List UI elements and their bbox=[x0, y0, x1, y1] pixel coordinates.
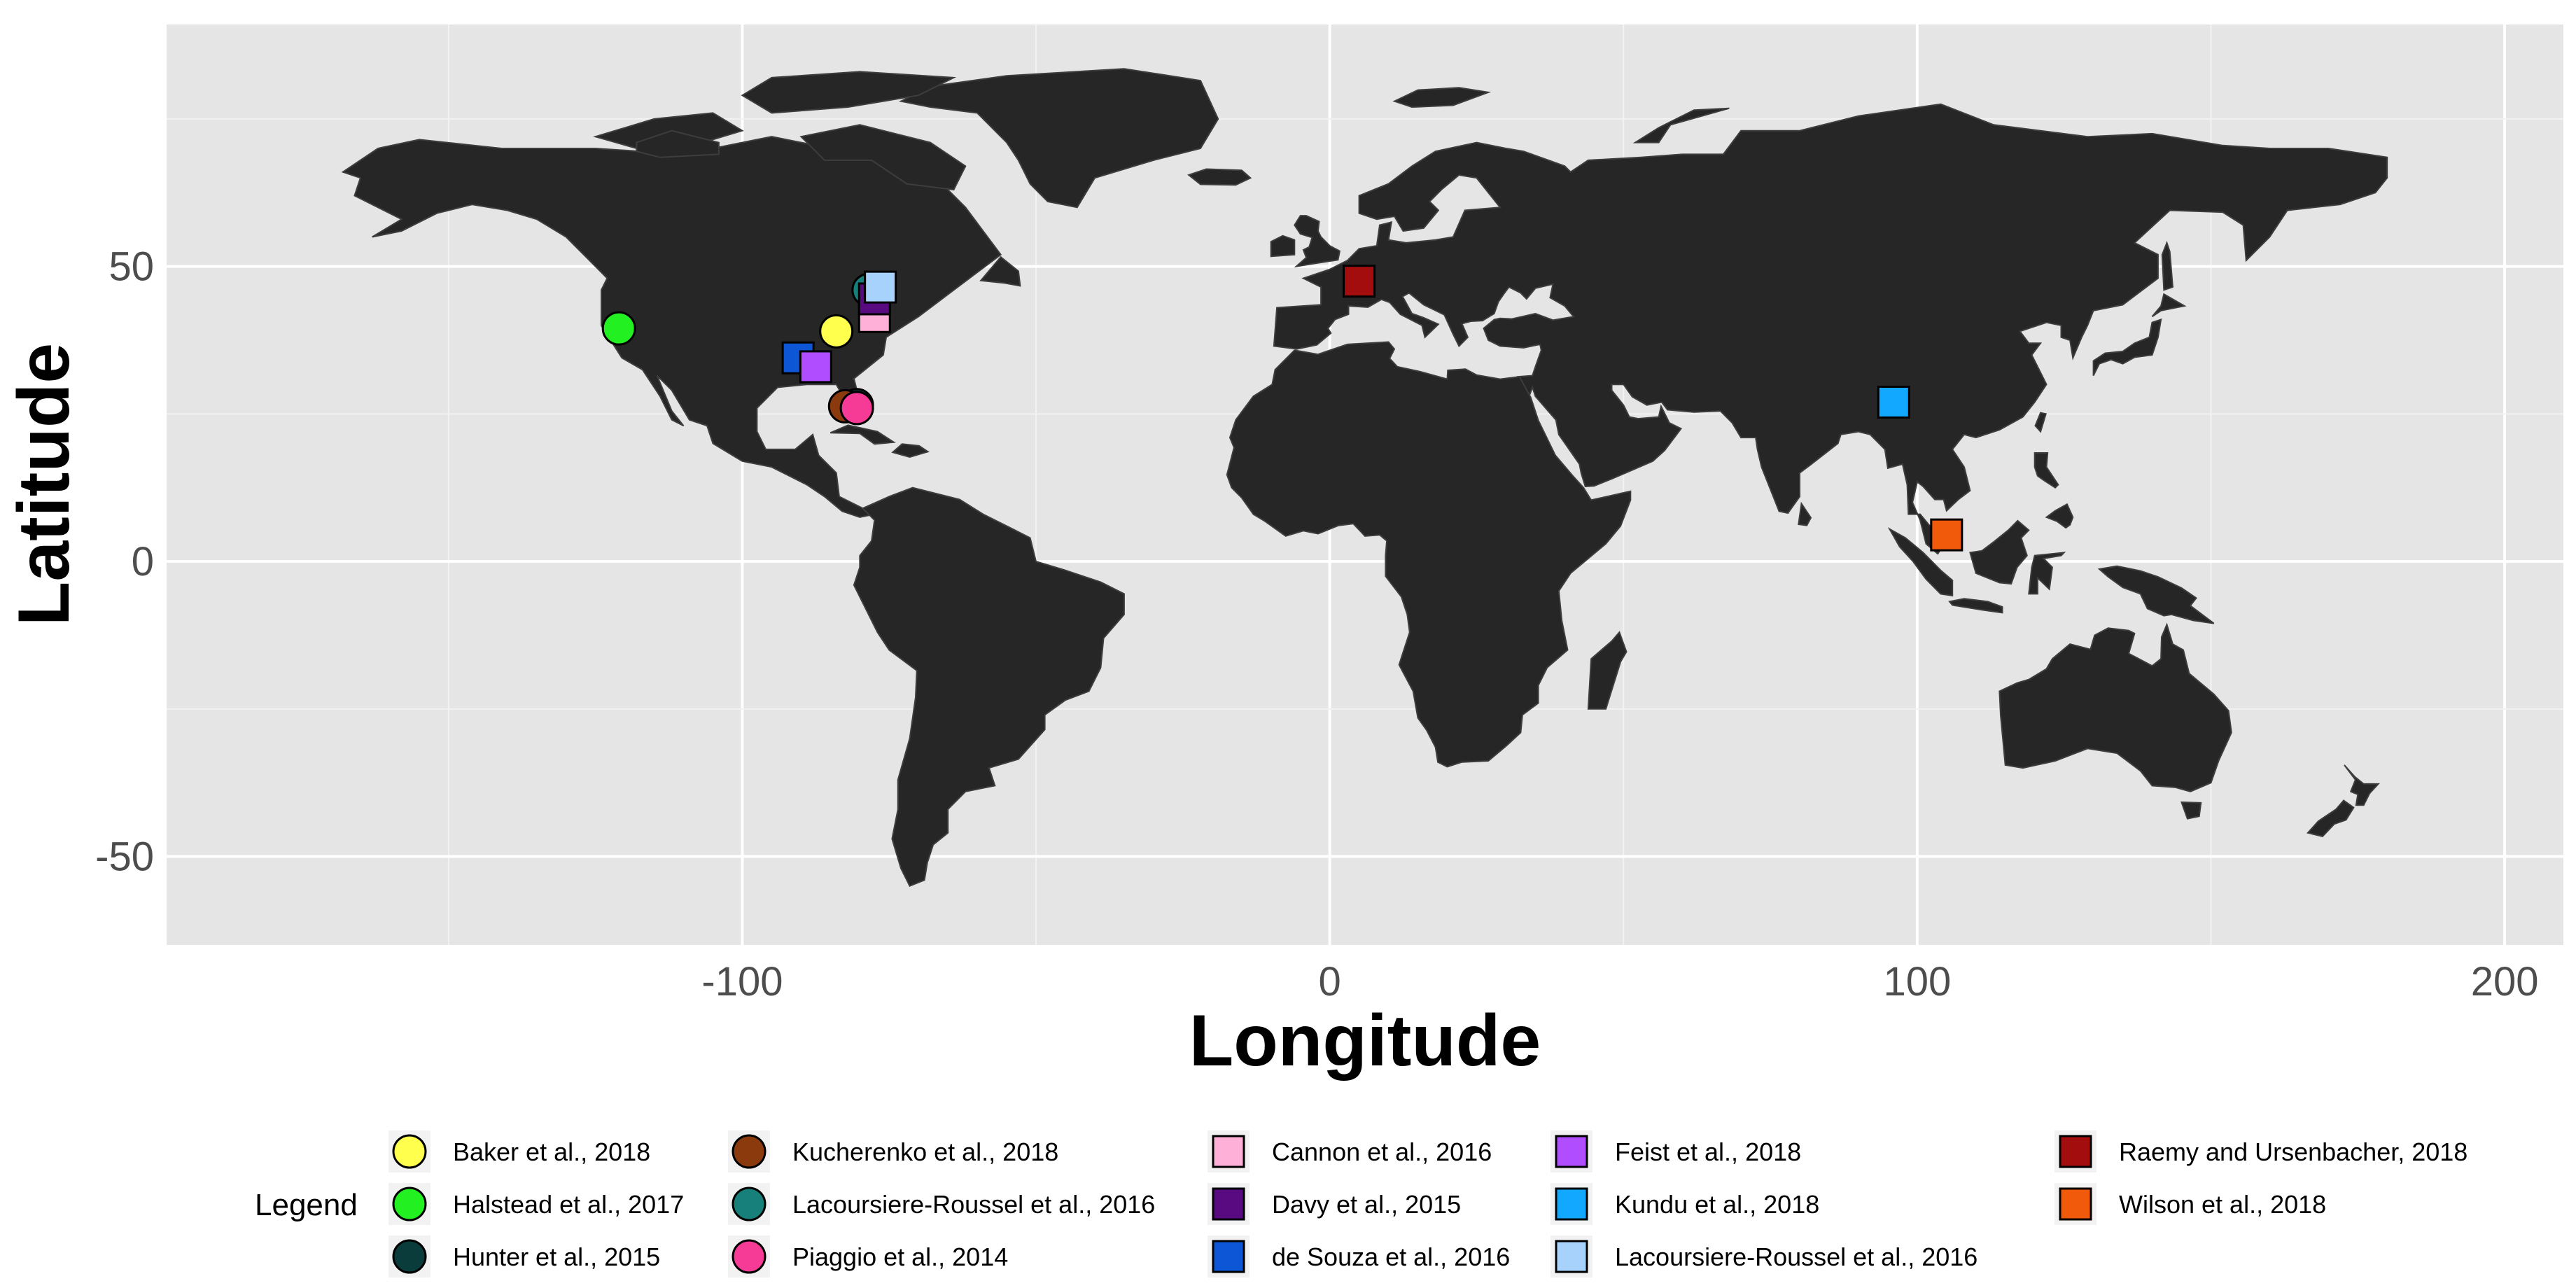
y-tick-label: 50 bbox=[108, 244, 154, 290]
y-tick-label: 0 bbox=[132, 539, 154, 584]
land-victoria-island bbox=[636, 130, 720, 158]
legend-label: Raemy and Ursenbacher, 2018 bbox=[2119, 1138, 2468, 1166]
study-point bbox=[799, 350, 832, 384]
y-axis-title: Latitude bbox=[4, 343, 85, 626]
land-taiwan bbox=[2034, 412, 2047, 433]
study-point bbox=[839, 391, 874, 426]
land-philippines-luzon bbox=[2033, 452, 2059, 489]
study-markers bbox=[601, 265, 1963, 552]
legend-key bbox=[1212, 1135, 1245, 1168]
land-sumatra bbox=[1887, 527, 1954, 597]
legend-key bbox=[1555, 1240, 1588, 1273]
study-point bbox=[819, 314, 854, 349]
legend: Legend Baker et al., 2018 Halstead et al.… bbox=[255, 1130, 2468, 1278]
land-south-america bbox=[853, 486, 1125, 887]
world-landmasses bbox=[341, 68, 2388, 887]
land-great-britain bbox=[1294, 215, 1341, 268]
land-australia bbox=[1998, 622, 2232, 792]
legend-title: Legend bbox=[255, 1188, 358, 1222]
legend-label: Halstead et al., 2017 bbox=[453, 1190, 684, 1219]
land-sakhalin bbox=[2161, 240, 2174, 291]
land-novaya-zemlya bbox=[1632, 107, 1730, 144]
legend-key bbox=[392, 1134, 427, 1169]
y-tick-label: -50 bbox=[95, 834, 154, 880]
land-ellesmere bbox=[741, 71, 957, 114]
land-borneo bbox=[1969, 519, 2030, 585]
legend-label: Hunter et al., 2015 bbox=[453, 1242, 660, 1271]
legend-label: Piaggio et al., 2014 bbox=[792, 1242, 1008, 1271]
land-cuba bbox=[830, 424, 896, 445]
legend-key bbox=[1212, 1187, 1245, 1221]
legend-key bbox=[732, 1186, 766, 1222]
land-philippines-mindanao bbox=[2045, 503, 2074, 529]
land-hokkaido bbox=[2151, 293, 2187, 318]
legend-label: Cannon et al., 2016 bbox=[1272, 1138, 1492, 1166]
study-point bbox=[864, 270, 897, 304]
legend-label: Lacoursiere-Roussel et al., 2016 bbox=[1615, 1242, 1977, 1271]
legend-key bbox=[392, 1239, 427, 1274]
legend-label: Lacoursiere-Roussel et al., 2016 bbox=[792, 1190, 1155, 1219]
land-madagascar bbox=[1587, 631, 1628, 710]
land-sri-lanka bbox=[1798, 501, 1812, 526]
land-java bbox=[1948, 598, 2003, 614]
land-greenland bbox=[898, 68, 1219, 209]
legend-key bbox=[732, 1134, 766, 1169]
land-ireland bbox=[1270, 234, 1296, 258]
land-sulawesi bbox=[2028, 552, 2066, 595]
legend-label: Wilson et al., 2018 bbox=[2119, 1190, 2326, 1219]
legend-key bbox=[1555, 1135, 1588, 1168]
land-new-guinea bbox=[2097, 565, 2215, 624]
legend-key bbox=[2059, 1135, 2092, 1168]
legend-key bbox=[392, 1186, 427, 1222]
land-nz-south bbox=[2306, 799, 2355, 838]
legend-label: Kundu et al., 2018 bbox=[1615, 1190, 1819, 1219]
x-axis-title: Longitude bbox=[1189, 1000, 1541, 1082]
x-tick-label: 100 bbox=[1883, 959, 1951, 1004]
land-baffin bbox=[799, 124, 967, 191]
study-point bbox=[1877, 385, 1910, 419]
legend-label: de Souza et al., 2016 bbox=[1272, 1242, 1510, 1271]
land-newfoundland bbox=[979, 255, 1021, 287]
land-north-america bbox=[341, 130, 1002, 518]
legend-key bbox=[732, 1239, 766, 1274]
axis-ticks: -100 0 100 200 -50 0 50 bbox=[95, 244, 2538, 1004]
x-tick-label: 0 bbox=[1319, 959, 1341, 1004]
land-africa bbox=[1226, 341, 1632, 768]
land-eurasia bbox=[1273, 103, 2388, 555]
legend-label: Feist et al., 2018 bbox=[1615, 1138, 1801, 1166]
x-tick-label: 200 bbox=[2471, 959, 2539, 1004]
legend-label: Davy et al., 2015 bbox=[1272, 1190, 1461, 1219]
land-svalbard bbox=[1392, 87, 1492, 108]
land-hispaniola bbox=[891, 443, 930, 458]
study-point bbox=[1930, 518, 1963, 552]
study-point bbox=[601, 311, 636, 346]
study-point bbox=[1343, 265, 1376, 298]
x-tick-label: -100 bbox=[701, 959, 783, 1004]
legend-key bbox=[1212, 1240, 1245, 1273]
legend-key bbox=[2059, 1187, 2092, 1221]
land-tasmania bbox=[2180, 801, 2202, 820]
legend-label: Kucherenko et al., 2018 bbox=[792, 1138, 1058, 1166]
land-nz-north bbox=[2344, 764, 2380, 806]
legend-key bbox=[1555, 1187, 1588, 1221]
land-japan bbox=[2092, 318, 2162, 377]
legend-label: Baker et al., 2018 bbox=[453, 1138, 650, 1166]
land-iceland bbox=[1187, 168, 1252, 186]
